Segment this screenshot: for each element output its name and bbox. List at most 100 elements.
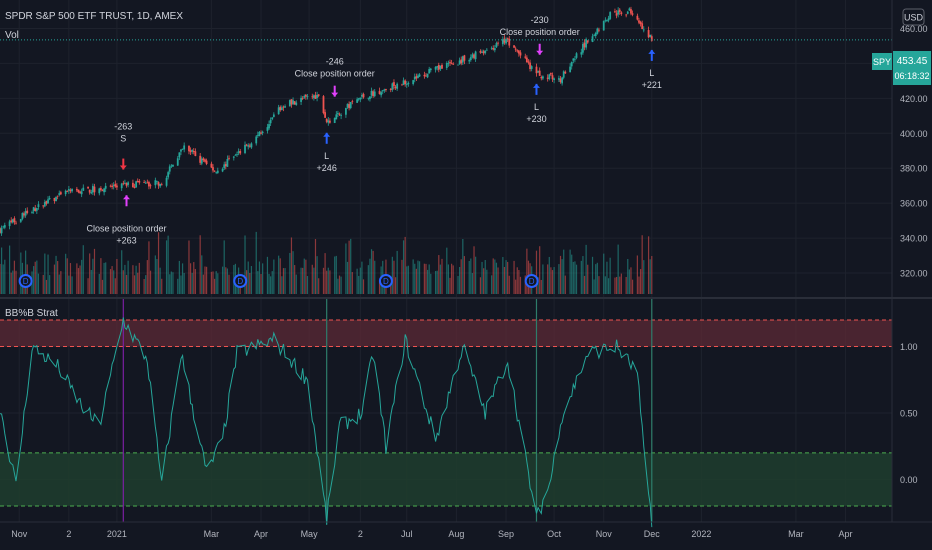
candle-body [583,42,586,48]
volume-bar [322,267,325,294]
volume-bar [37,273,40,294]
volume-bar [266,256,269,294]
candle-body [136,181,139,183]
candle-body [642,29,645,31]
volume-bar [262,263,264,294]
volume-bar [452,265,454,294]
candle-body [401,84,403,86]
volume-bar [630,267,632,294]
candle-body [301,98,304,99]
volume-bar [491,275,493,294]
candle-body [474,51,477,60]
volume-bar [101,279,104,294]
candle-body [24,211,27,216]
candle-body [194,151,197,157]
candle-body [116,185,118,188]
candle-body [345,108,347,115]
volume-bar [337,278,339,294]
volume-bar [69,263,72,294]
candle-body [412,80,415,85]
candle-body [485,49,488,51]
candle-body [132,182,134,188]
candle-body [570,61,573,67]
candle-body [288,100,291,107]
candle-body [535,66,538,74]
volume-bar [428,264,430,294]
volume-bar [177,278,179,294]
volume-bar [625,276,627,294]
candle-body [266,127,269,131]
candle-body [226,158,229,167]
price-tick-label: 400.00 [900,129,928,139]
candle-body [333,118,336,124]
candle-body [450,63,453,65]
candle-body [80,191,83,195]
volume-bar [627,258,629,294]
candle-body [538,70,541,76]
candle-body [598,29,600,31]
volume-bar [479,277,482,294]
volume-bar [651,256,653,294]
volume-bar [639,269,642,294]
candle-body [66,190,69,192]
candle-body [34,208,37,211]
volume-bar [502,257,504,294]
candle-body [546,77,549,79]
candle-body [10,220,13,223]
volume-bar [367,265,369,294]
volume-bar [34,261,36,294]
candle-body [180,149,182,152]
volume-bar [457,275,459,294]
volume-bar [188,240,190,294]
volume-bar [36,260,38,294]
candle-body [449,62,451,63]
volume-bar [351,272,353,294]
volume-bar [294,265,296,294]
dividend-marker-label: D [383,277,389,286]
candle-body [87,186,89,189]
volume-bar [138,262,140,294]
volume-bar [537,277,539,294]
candle-body [316,94,318,98]
candle-body [290,99,293,105]
candle-body [609,12,612,19]
candle-body [383,89,386,91]
candle-body [250,143,253,148]
candle-body [236,154,238,155]
candle-body [378,91,381,94]
candle-body [436,66,439,68]
candle-body [356,99,359,103]
candle-body [381,90,384,92]
volume-bar [0,263,1,294]
volume-bar [122,270,124,294]
volume-bar [109,269,112,294]
volume-bar [205,266,208,294]
candle-body [11,219,14,223]
volume-bar [60,271,62,294]
time-tick-label: May [301,529,319,539]
volume-bar [515,279,517,294]
volume-bar [619,276,621,294]
volume-bar [542,264,544,294]
volume-bar [436,270,438,294]
currency-button[interactable]: USD [902,8,925,26]
grid-lines [0,0,892,522]
volume-bar [471,273,474,294]
candle-body [606,20,608,22]
candle-body [3,225,6,228]
volume-bar [148,241,150,294]
volume-bar [359,267,361,294]
volume-bar [418,261,421,294]
candle-body [127,182,130,185]
candle-body [604,19,607,21]
volume-bar [257,271,259,294]
candle-body [77,189,80,193]
candle-body [495,43,498,48]
volume-bar [217,273,219,294]
volume-bar [92,258,94,294]
volume-bar [415,268,417,294]
volume-bar [244,235,246,294]
candle-body [232,156,235,158]
volume-bar [587,264,589,294]
